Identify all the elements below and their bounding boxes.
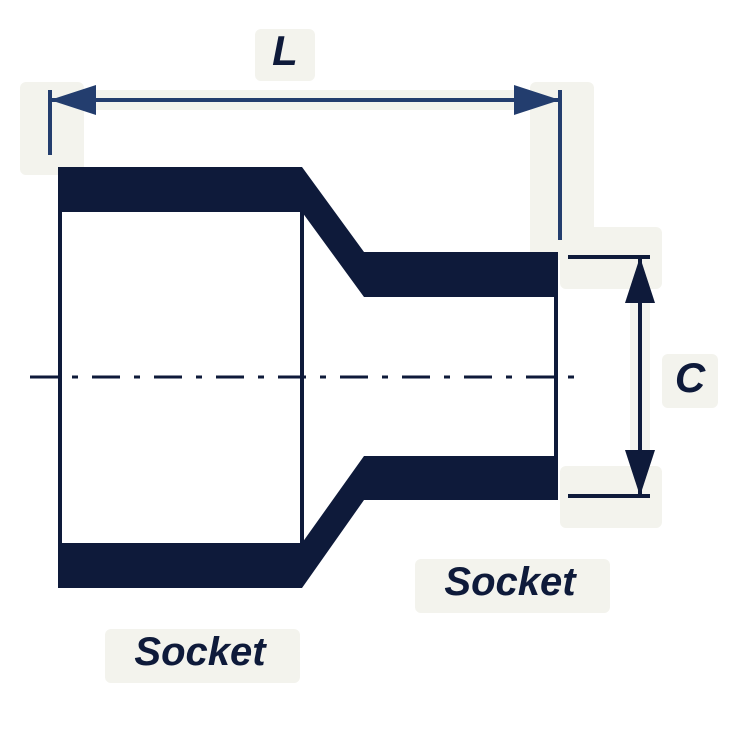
dim-L-label: L bbox=[272, 27, 298, 74]
label-socket-right: Socket bbox=[444, 560, 577, 604]
dim-C-label: C bbox=[675, 354, 706, 401]
label-socket-left: Socket bbox=[134, 630, 267, 674]
